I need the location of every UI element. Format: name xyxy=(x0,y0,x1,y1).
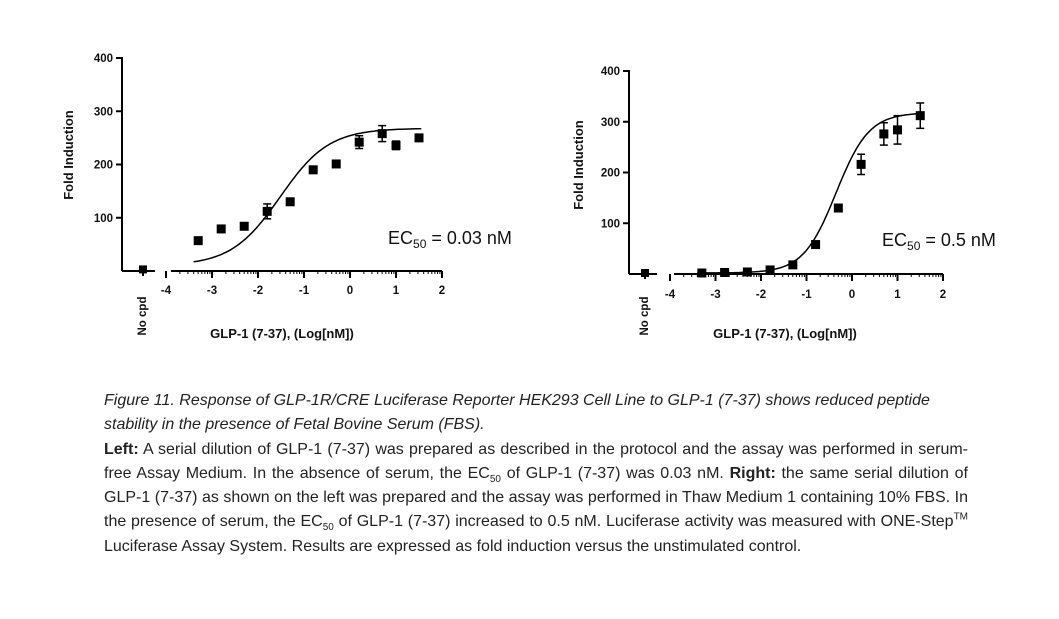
control-point xyxy=(139,265,147,274)
ec50-annotation: EC50 = 0.03 nM xyxy=(388,228,512,251)
x-tick-label: 1 xyxy=(393,285,400,297)
control-label: No cpd xyxy=(137,297,149,336)
data-point xyxy=(915,111,925,121)
x-tick-label: 2 xyxy=(940,289,946,301)
y-axis-title: Fold Induction xyxy=(61,110,76,200)
data-point xyxy=(414,133,424,143)
y-tick-label: 300 xyxy=(601,117,620,129)
right-label: Right: xyxy=(729,464,776,482)
control-point xyxy=(641,268,649,277)
data-point xyxy=(377,129,387,139)
data-point xyxy=(262,206,272,216)
data-point xyxy=(308,165,318,175)
control-label: No cpd xyxy=(639,297,651,336)
data-point xyxy=(742,267,752,277)
y-tick-label: 200 xyxy=(601,168,620,180)
data-point xyxy=(879,129,889,139)
data-point xyxy=(285,197,295,207)
ec50-annotation: EC50 = 0.5 nM xyxy=(882,230,996,253)
data-point xyxy=(331,159,341,169)
x-axis-title: GLP-1 (7-37), (Log[nM]) xyxy=(713,326,857,341)
data-point xyxy=(391,140,401,150)
x-tick-label: 0 xyxy=(347,285,353,297)
x-tick-label: 0 xyxy=(849,289,855,301)
x-tick-label: -4 xyxy=(161,285,172,297)
data-point xyxy=(788,260,798,270)
data-point xyxy=(811,240,821,250)
x-tick-label: -3 xyxy=(207,285,217,297)
x-tick-label: -3 xyxy=(710,289,720,301)
data-point xyxy=(193,236,203,246)
x-tick-label: -2 xyxy=(253,285,263,297)
fit-curve xyxy=(697,112,923,274)
data-point xyxy=(720,267,730,277)
figure-caption: Figure 11. Response of GLP-1R/CRE Lucife… xyxy=(104,389,968,559)
data-point xyxy=(856,159,866,169)
y-axis-title: Fold Induction xyxy=(571,120,586,210)
x-tick-label: -1 xyxy=(801,289,812,301)
x-tick-label: -4 xyxy=(665,289,676,301)
data-point xyxy=(765,265,775,275)
data-point xyxy=(893,125,902,135)
chart-right: 100 200 300 400 Fold Induction No cpd -4 -3 -2 -1… xyxy=(571,66,996,341)
y-tick-label: 200 xyxy=(94,160,113,172)
data-point xyxy=(239,221,249,231)
data-point xyxy=(833,203,843,213)
y-tick-label: 400 xyxy=(601,66,620,78)
data-point xyxy=(697,268,707,278)
y-tick-label: 100 xyxy=(94,213,113,225)
chart-left: 100 200 300 400 Fold Induction No cpd -4 -3 -2 -1… xyxy=(61,53,512,341)
x-tick-label: -1 xyxy=(299,285,310,297)
x-tick-label: 1 xyxy=(894,289,901,301)
x-tick-label: -2 xyxy=(756,289,766,301)
figure-title: Figure 11. Response of GLP-1R/CRE Lucife… xyxy=(104,392,930,434)
y-tick-label: 400 xyxy=(94,53,113,65)
x-tick-label: 2 xyxy=(439,285,445,297)
y-tick-label: 100 xyxy=(601,218,620,230)
figure-description: Left: A serial dilution of GLP-1 (7-37) … xyxy=(104,440,969,555)
x-axis-title: GLP-1 (7-37), (Log[nM]) xyxy=(210,326,354,341)
left-label: Left: xyxy=(104,440,139,458)
data-point xyxy=(216,224,226,234)
data-point xyxy=(354,137,364,147)
y-tick-label: 300 xyxy=(94,106,113,118)
